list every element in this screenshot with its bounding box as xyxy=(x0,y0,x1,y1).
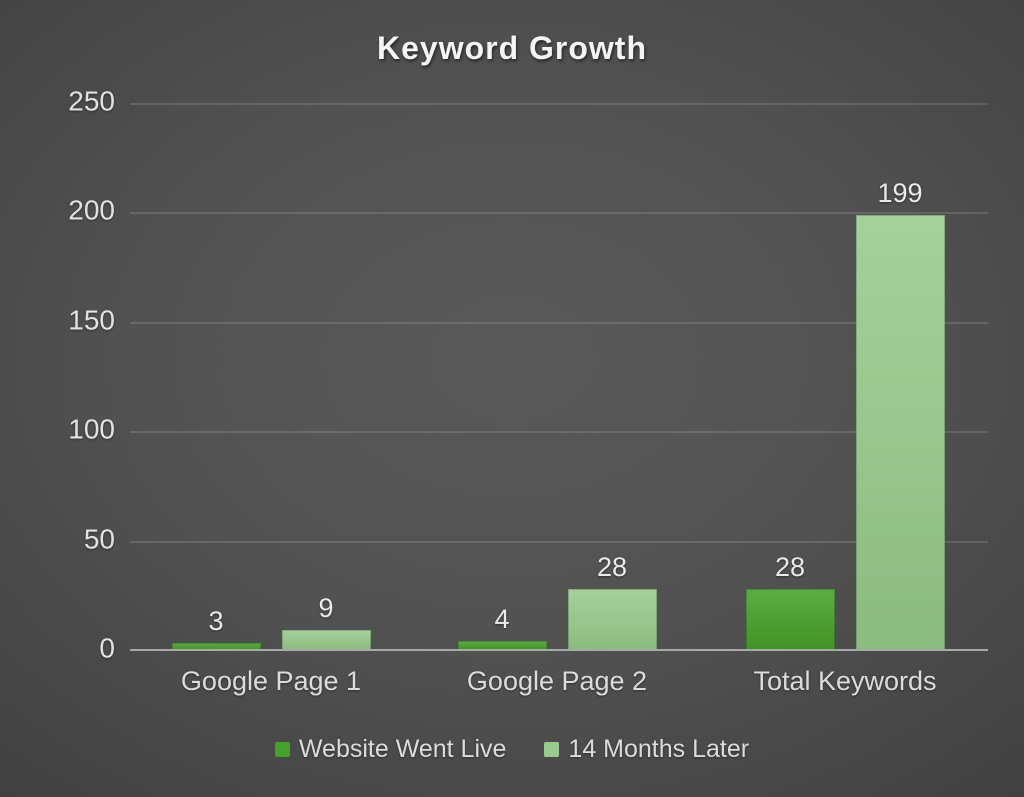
plot-area: 0 50 100 150 200 250 3 9 Google Page 1 4 28 Google … xyxy=(68,86,988,696)
y-axis-tick-label: 50 xyxy=(83,523,115,555)
y-axis-tick-label: 0 xyxy=(99,632,115,664)
gridline xyxy=(130,431,988,434)
gridline xyxy=(130,212,988,215)
bar-value-label-website-went-live-google-page-2: 4 xyxy=(494,604,510,635)
bar-value-label-website-went-live-google-page-1: 3 xyxy=(208,606,224,637)
chart-title: Keyword Growth xyxy=(376,30,647,66)
bar-14-months-later-total-keywords xyxy=(855,214,945,650)
gridline xyxy=(130,321,988,324)
legend-item: 14 Months Later xyxy=(544,735,749,764)
bar-value-label-14-months-later-google-page-2: 28 xyxy=(596,551,628,582)
category-label: Google Page 2 xyxy=(466,666,648,696)
legend-swatch-icon xyxy=(544,742,560,757)
y-axis-tick-label: 250 xyxy=(68,85,115,117)
legend-label: 14 Months Later xyxy=(568,735,750,763)
bar-website-went-live-total-keywords xyxy=(745,588,835,650)
x-axis-line xyxy=(130,649,988,651)
bar-value-label-14-months-later-google-page-1: 9 xyxy=(318,593,334,624)
legend-swatch-icon xyxy=(274,742,290,757)
bar-value-label-website-went-live-total-keywords: 28 xyxy=(774,551,806,582)
bar-14-months-later-google-page-1 xyxy=(281,630,371,650)
legend-label: Website Went Live xyxy=(298,735,507,763)
category-label: Google Page 1 xyxy=(180,666,362,696)
gridline xyxy=(130,540,988,543)
bar-website-went-live-google-page-1 xyxy=(171,643,261,650)
legend: Website Went Live 14 Months Later xyxy=(0,735,1024,764)
bar-14-months-later-google-page-2 xyxy=(567,588,657,650)
gridline xyxy=(130,103,988,105)
y-axis-tick-label: 100 xyxy=(68,413,115,445)
y-axis-tick-label: 150 xyxy=(68,304,115,336)
y-axis-tick-label: 200 xyxy=(68,195,115,227)
bar-website-went-live-google-page-2 xyxy=(457,641,547,650)
bar-value-label-14-months-later-total-keywords: 199 xyxy=(877,177,923,208)
category-label: Total Keywords xyxy=(753,666,937,696)
legend-item: Website Went Live xyxy=(274,735,507,764)
